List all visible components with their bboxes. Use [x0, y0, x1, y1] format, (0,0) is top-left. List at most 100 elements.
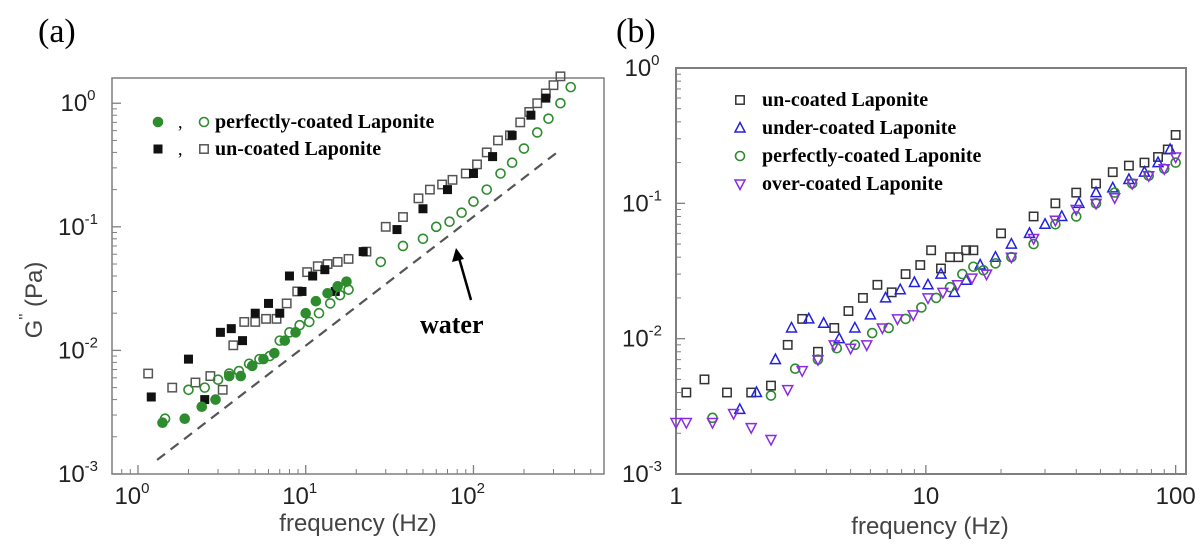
data-point	[908, 275, 921, 288]
data-point	[953, 252, 964, 263]
legend-marker	[733, 179, 747, 192]
x-tick-label: 101	[282, 480, 317, 510]
data-point	[1108, 192, 1121, 205]
data-point	[532, 98, 543, 109]
data-point	[906, 310, 920, 322]
data-point	[456, 207, 467, 219]
data-point	[200, 395, 210, 405]
legend-marker-open	[198, 116, 210, 128]
legend-separator: ,	[178, 112, 183, 132]
data-point	[727, 408, 740, 421]
data-point	[210, 394, 221, 405]
data-point	[444, 216, 455, 228]
data-point	[238, 336, 248, 346]
panel-b: (b) 1 10 100 10-3 10-2 10-1 100 un-coated Lapo…	[616, 13, 1196, 540]
data-point	[765, 390, 777, 401]
data-point	[269, 347, 280, 359]
data-point	[488, 152, 498, 162]
data-point	[769, 352, 782, 365]
data-point	[781, 384, 794, 397]
data-point	[817, 316, 830, 328]
svg-text:G'' (Pa): G'' (Pa)	[17, 262, 48, 339]
data-point	[397, 240, 409, 252]
legend-label: perfectly-coated Laponite	[762, 145, 982, 167]
data-point	[430, 221, 442, 233]
series-perfectly-coated-laponite-filled-	[157, 276, 352, 429]
legend-label: un-coated Laponite	[762, 89, 928, 111]
panel-b-legend: un-coated Laponite under-coated Laponite p…	[733, 89, 982, 195]
water-arrow	[457, 257, 473, 301]
data-point	[275, 308, 285, 318]
data-point	[303, 316, 315, 328]
y-tick-label: 10-2	[622, 323, 662, 353]
series-un-coated-laponite-filled-	[146, 93, 551, 405]
data-point	[235, 370, 247, 382]
data-point	[936, 287, 950, 300]
data-point	[1107, 167, 1118, 178]
data-point	[217, 384, 228, 395]
data-point	[669, 417, 683, 430]
data-point	[223, 370, 235, 382]
data-point	[915, 260, 926, 270]
panel-a-label: (a)	[38, 13, 76, 50]
data-point	[226, 324, 236, 334]
data-point	[785, 320, 798, 333]
data-point	[848, 320, 862, 333]
data-point	[518, 143, 530, 154]
data-point	[555, 71, 566, 82]
data-point	[699, 374, 710, 385]
data-point	[199, 382, 211, 393]
data-point	[565, 81, 577, 93]
data-point	[1050, 218, 1061, 230]
data-point	[1049, 215, 1062, 228]
data-point	[1071, 187, 1082, 198]
data-point	[1170, 157, 1181, 168]
data-point	[1142, 170, 1155, 183]
data-point	[866, 327, 878, 339]
data-point	[1069, 204, 1083, 217]
data-point	[1169, 152, 1182, 165]
data-point	[957, 268, 968, 280]
data-point	[297, 286, 307, 296]
data-point	[322, 287, 333, 299]
legend-marker-filled	[152, 116, 164, 128]
data-point	[944, 281, 956, 293]
data-point	[515, 117, 526, 128]
data-point	[310, 295, 322, 307]
series-perfectly-coated-laponite	[707, 157, 1181, 424]
data-point	[526, 110, 536, 120]
data-point	[506, 157, 518, 169]
data-point	[324, 298, 336, 309]
data-point	[1005, 236, 1018, 249]
data-point	[460, 168, 471, 179]
data-point	[1070, 211, 1082, 222]
data-point	[1157, 164, 1171, 176]
data-point	[468, 196, 479, 207]
data-point	[228, 340, 239, 351]
data-point	[447, 174, 458, 185]
series-un-coated-laponite	[681, 130, 1181, 398]
data-point	[215, 327, 225, 337]
data-point	[891, 314, 904, 327]
data-point	[990, 258, 1001, 269]
data-point	[332, 281, 343, 292]
data-point	[300, 307, 312, 319]
data-point	[320, 265, 330, 275]
data-point	[811, 354, 825, 367]
data-point	[413, 193, 424, 204]
data-point	[1089, 185, 1103, 198]
legend-label: under-coated Laponite	[762, 117, 956, 139]
data-point	[1109, 187, 1120, 198]
data-point	[864, 307, 877, 320]
data-point	[1028, 211, 1039, 222]
panel-b-label: (b)	[616, 13, 656, 50]
data-point	[802, 311, 816, 324]
data-point	[945, 252, 955, 263]
data-point	[1170, 130, 1181, 140]
data-point	[921, 277, 935, 290]
data-point	[250, 316, 261, 327]
data-point	[883, 322, 894, 334]
data-point	[789, 363, 801, 374]
water-annotation: water	[420, 248, 484, 339]
